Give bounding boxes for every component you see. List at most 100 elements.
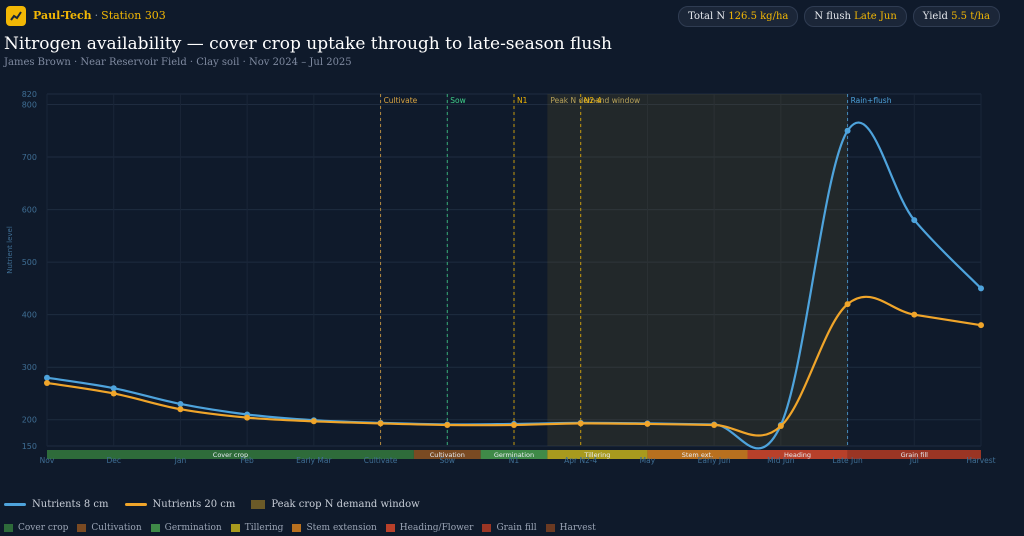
x-tick-label: Early Jun <box>698 456 731 465</box>
phase-legend-item: Germination <box>150 523 222 533</box>
legend-swatch <box>4 503 26 506</box>
stat-chips: Total N 126.5 kg/ha N flush Late Jun Yie… <box>678 6 1000 27</box>
legend-item: Nutrients 8 cm <box>4 499 109 510</box>
chart-legend: Nutrients 8 cm Nutrients 20 cm Peak crop N… <box>4 499 420 510</box>
phase-legend-item: Cultivation <box>77 523 142 533</box>
x-tick-label: Late Jun <box>832 456 863 465</box>
phase-legend-swatch <box>150 524 160 532</box>
x-tick-label: May <box>640 456 656 465</box>
phase-legend: Cover crop Cultivation Germination Tillerin… <box>4 523 596 533</box>
data-point <box>911 311 918 318</box>
data-point <box>310 418 317 425</box>
data-point <box>177 400 184 407</box>
x-tick-label: Dec <box>106 456 121 465</box>
phase-label: Germination <box>494 451 534 459</box>
x-tick-label: Harvest <box>966 456 995 465</box>
phase-label: Cover crop <box>213 451 248 459</box>
data-point <box>44 374 50 381</box>
phase-segment <box>747 450 848 459</box>
brand: Paul-Tech · Station 303 <box>33 9 166 22</box>
phase-legend-label: Stem extension <box>306 523 377 533</box>
x-tick-label: Jan <box>174 456 187 465</box>
legend-swatch <box>124 503 147 506</box>
phase-label: Stem ext. <box>682 451 713 459</box>
x-tick-label: N1 <box>509 456 520 465</box>
y-tick-label: 820 <box>22 90 37 99</box>
x-tick-label: Early Mar <box>296 456 332 465</box>
data-point <box>844 301 851 308</box>
phase-segment <box>647 450 748 459</box>
phase-segment <box>480 450 548 459</box>
x-tick-label: Feb <box>241 456 255 465</box>
data-point <box>244 414 251 421</box>
phase-legend-label: Grain fill <box>496 523 537 533</box>
data-point <box>844 127 851 134</box>
data-point <box>444 421 451 428</box>
phase-segment <box>47 450 414 459</box>
legend-swatch <box>251 500 266 509</box>
data-point <box>377 420 384 427</box>
phase-label: Cultivation <box>430 451 465 459</box>
event-label: Cultivate <box>384 96 418 105</box>
data-point <box>44 379 50 386</box>
phase-legend-label: Cover crop <box>18 523 69 533</box>
data-point <box>110 390 117 397</box>
phase-label: Tillering <box>583 451 610 459</box>
event-label: Rain+flush <box>851 96 892 105</box>
legend-label: Nutrients 8 cm <box>32 499 109 510</box>
top-bar: Paul-Tech · Station 303 Total N 126.5 kg/h… <box>0 0 1024 32</box>
phase-label: Heading <box>784 451 811 459</box>
x-tick-label: Mid Jun <box>767 456 795 465</box>
phase-legend-item: Heading/Flower <box>385 523 474 533</box>
x-tick-label: Nov <box>40 456 55 465</box>
y-tick-label: 700 <box>22 153 37 162</box>
y-tick-label: 800 <box>22 101 37 110</box>
station-logo-icon <box>6 6 26 26</box>
x-tick-label: Jul <box>909 456 919 465</box>
phase-legend-item: Grain fill <box>482 523 537 533</box>
x-tick-label: Sow <box>440 456 455 465</box>
phase-segment <box>413 450 481 459</box>
stat-chip-yield: Yield 5.5 t/ha <box>912 6 1000 27</box>
y-axis-label: Nutrient level <box>6 226 14 274</box>
phase-legend-item: Tillering <box>230 523 284 533</box>
data-point <box>110 385 117 392</box>
phase-legend-swatch <box>545 524 555 532</box>
data-point <box>711 421 718 428</box>
data-point <box>911 217 918 224</box>
phase-legend-swatch <box>385 524 395 532</box>
legend-label: Nutrients 20 cm <box>152 499 236 510</box>
phase-legend-item: Harvest <box>545 523 596 533</box>
phase-legend-swatch <box>292 524 302 532</box>
station-name: Station 303 <box>101 9 166 22</box>
x-tick-label: Apr N2-4 <box>564 456 597 465</box>
data-point <box>777 423 784 430</box>
data-point <box>511 421 517 428</box>
phase-segment <box>547 450 648 459</box>
y-tick-label: 150 <box>22 442 37 451</box>
phase-legend-label: Tillering <box>244 523 284 533</box>
data-point <box>978 285 984 292</box>
brand-name: Paul-Tech <box>33 9 92 22</box>
phase-legend-item: Stem extension <box>292 523 377 533</box>
legend-item: Nutrients 20 cm <box>124 499 236 510</box>
phase-label: Grain fill <box>901 451 929 459</box>
phase-legend-label: Germination <box>164 523 222 533</box>
phase-legend-label: Cultivation <box>91 523 142 533</box>
legend-label: Peak crop N demand window <box>271 499 420 510</box>
phase-legend-swatch <box>482 524 492 532</box>
y-tick-label: 200 <box>22 416 37 425</box>
x-tick-label: Cultivate <box>364 456 398 465</box>
legend-item: Peak crop N demand window <box>251 499 420 510</box>
phase-legend-item: Cover crop <box>4 523 68 533</box>
page-subtitle: James Brown · Near Reservoir Field · Cla… <box>4 57 352 68</box>
data-point <box>577 420 584 427</box>
y-tick-label: 500 <box>22 258 37 267</box>
data-point <box>644 420 651 427</box>
phase-legend-label: Harvest <box>559 523 596 533</box>
peak-demand-window-label: Peak N demand window <box>550 96 640 105</box>
event-label: N2-4 <box>584 96 602 105</box>
event-label: Sow <box>450 96 465 105</box>
stat-chip-n-flush: N flush Late Jun <box>804 6 907 27</box>
phase-legend-label: Heading/Flower <box>399 523 474 533</box>
